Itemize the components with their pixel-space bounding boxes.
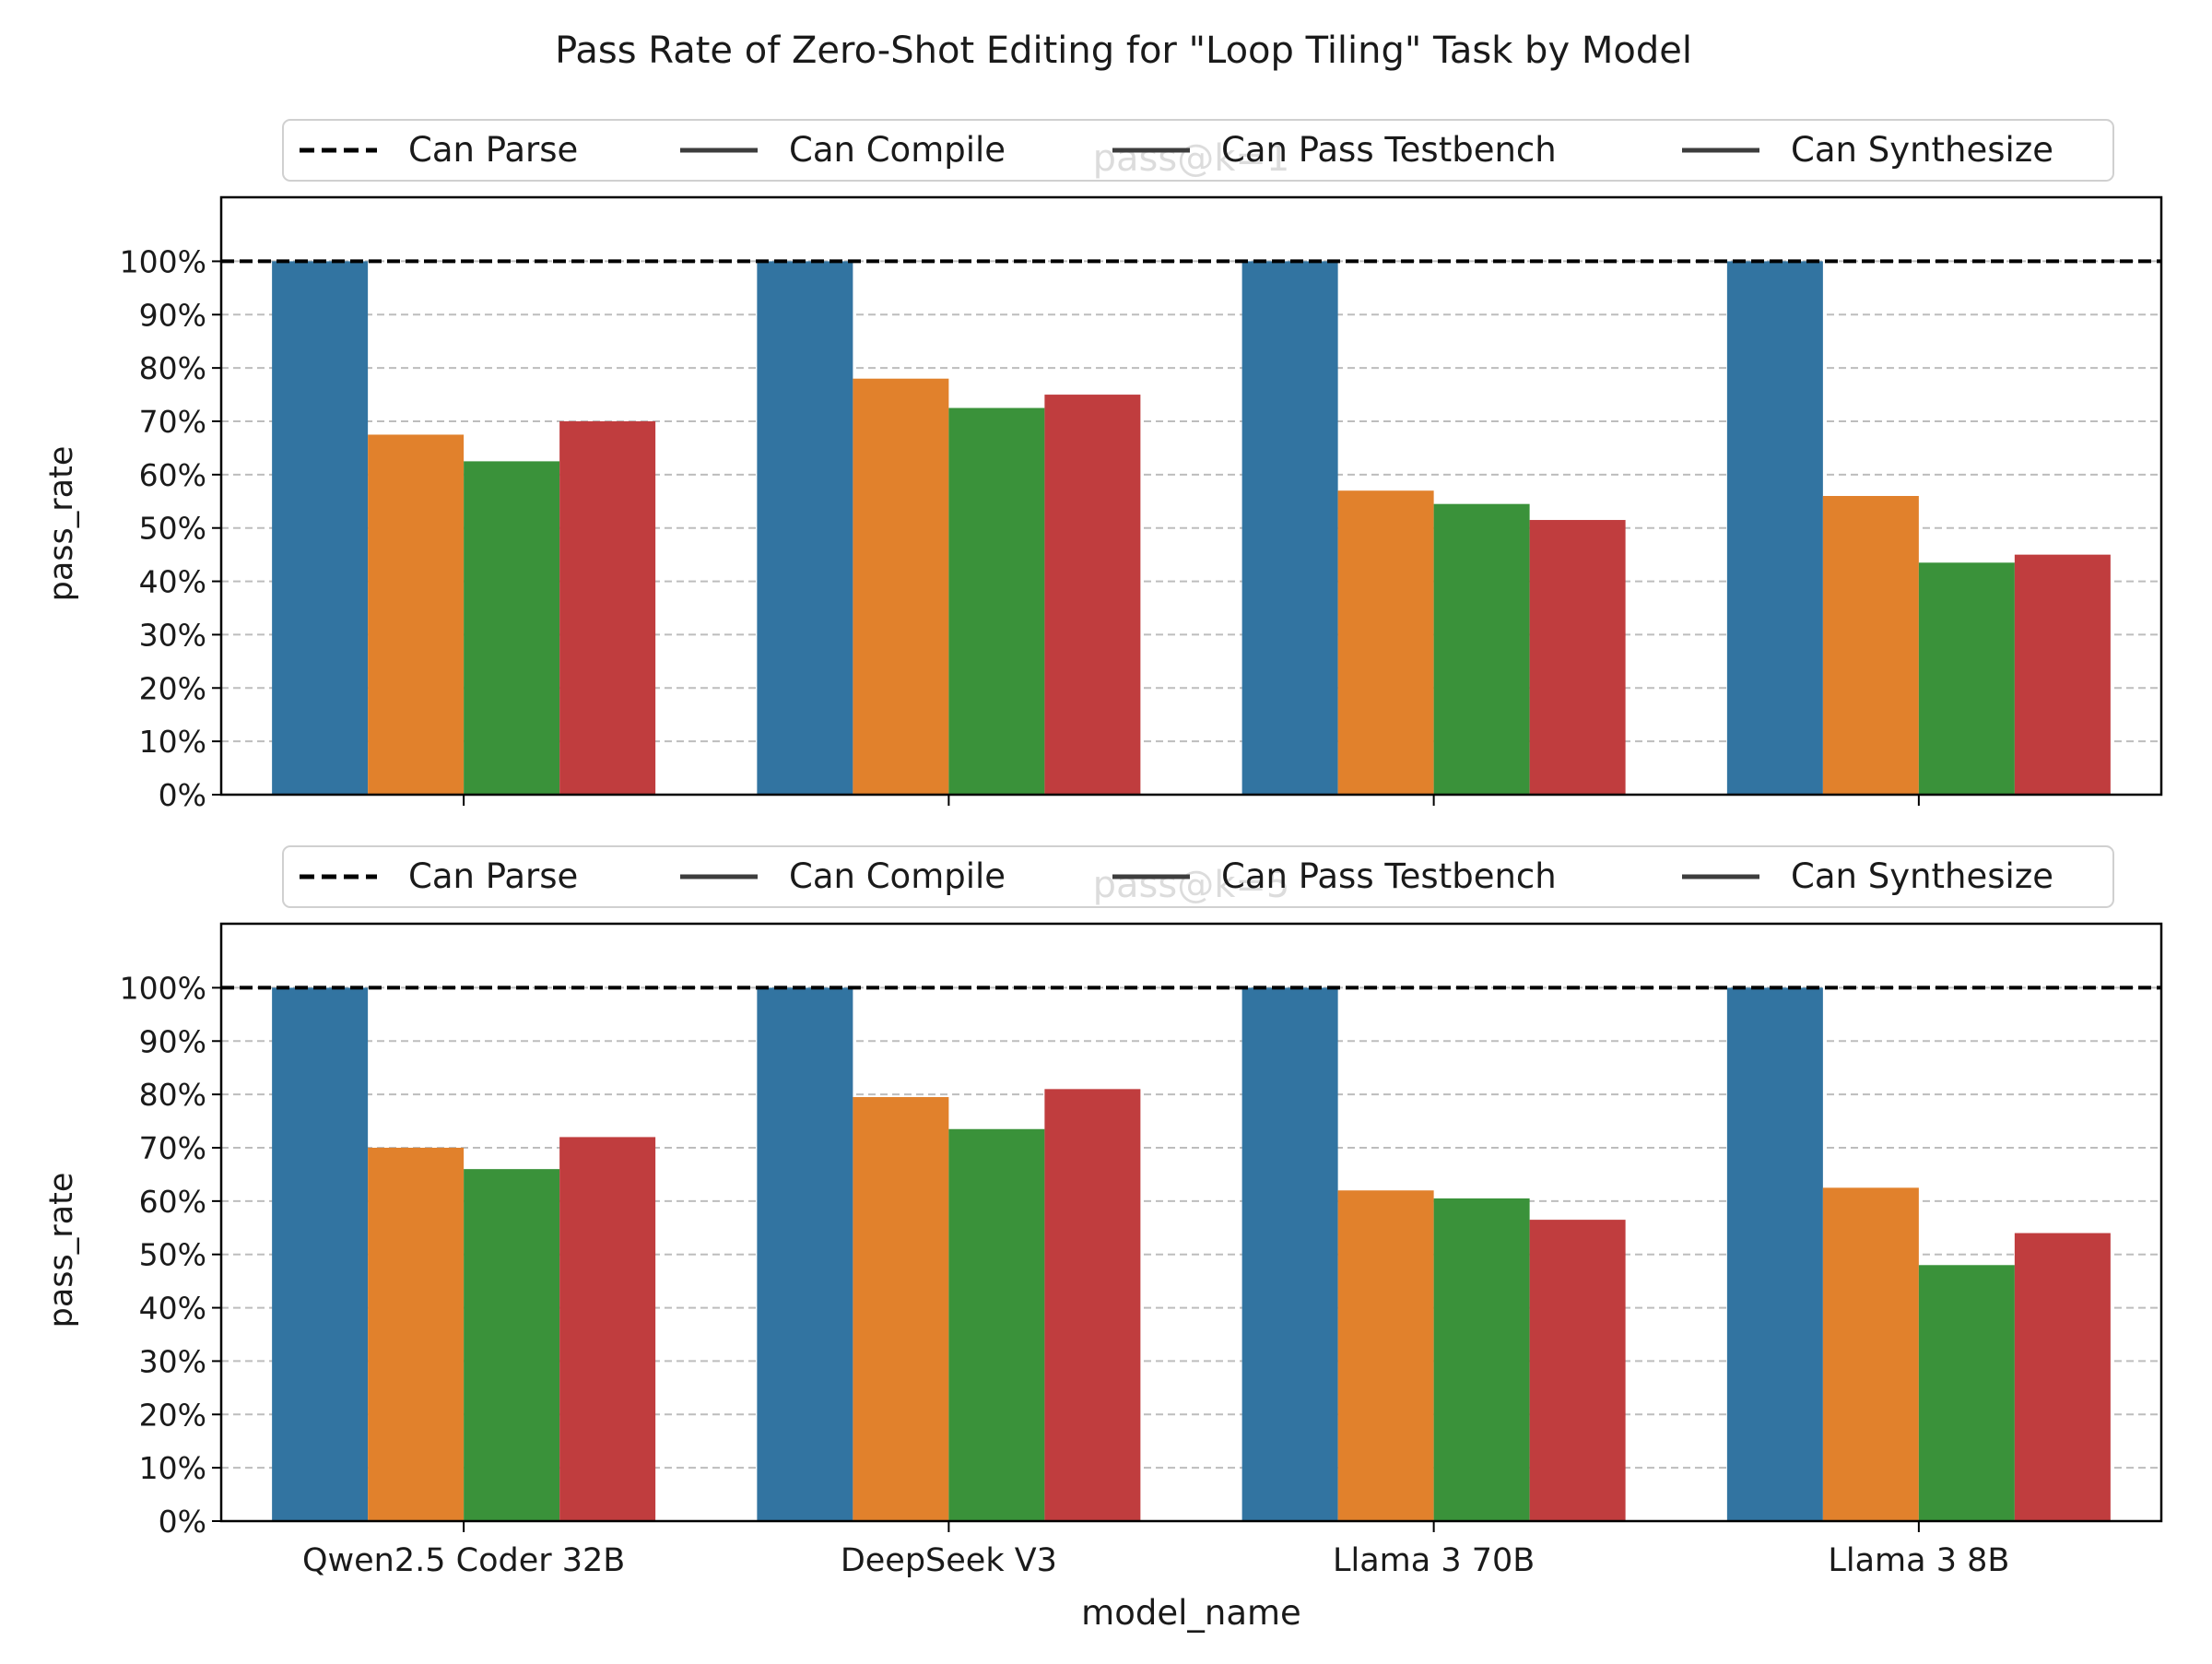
y-tick-label: 20% bbox=[139, 1397, 206, 1433]
y-tick-label: 100% bbox=[120, 243, 206, 279]
legend-label: Can Parse bbox=[408, 856, 578, 896]
bar-qwen2-5-coder-32b-s3 bbox=[464, 461, 560, 795]
x-axis-label: model_name bbox=[1081, 1593, 1301, 1633]
y-tick-label: 90% bbox=[139, 1023, 206, 1059]
bar-deepseek-v3-s3 bbox=[948, 407, 1045, 795]
bar-llama-3-70b-s4 bbox=[1529, 1220, 1626, 1521]
legend-label: Can Compile bbox=[789, 130, 1006, 170]
x-tick-label: Llama 3 70B bbox=[1333, 1542, 1535, 1579]
subplot-2: pass@k=50%10%20%30%40%50%60%70%80%90%100… bbox=[43, 845, 2163, 1633]
y-tick-label: 80% bbox=[139, 350, 206, 386]
bar-deepseek-v3-s1 bbox=[757, 261, 853, 795]
y-tick-label: 20% bbox=[139, 670, 206, 706]
bar-llama-3-70b-s2 bbox=[1337, 1190, 1434, 1521]
axes-frame bbox=[219, 922, 2163, 1523]
y-tick-label: 30% bbox=[139, 617, 206, 653]
y-tick-label: 10% bbox=[139, 724, 206, 760]
x-tick-label: Llama 3 8B bbox=[1828, 1542, 2009, 1579]
y-tick-label: 0% bbox=[159, 777, 206, 813]
y-tick-label: 60% bbox=[139, 457, 206, 493]
subplot-1: pass@k=10%10%20%30%40%50%60%70%80%90%100… bbox=[43, 119, 2163, 813]
y-axis-label: pass_rate bbox=[43, 446, 80, 602]
legend-label: Can Synthesize bbox=[1791, 856, 2053, 896]
x-tick-label: Qwen2.5 Coder 32B bbox=[302, 1542, 625, 1579]
bar-qwen2-5-coder-32b-s1 bbox=[272, 987, 369, 1521]
bar-qwen2-5-coder-32b-s4 bbox=[559, 1137, 656, 1521]
bar-qwen2-5-coder-32b-s1 bbox=[272, 261, 369, 795]
y-tick-label: 100% bbox=[120, 970, 206, 1006]
bar-llama-3-8b-s1 bbox=[1726, 987, 1823, 1521]
bar-llama-3-70b-s1 bbox=[1241, 987, 1338, 1521]
y-tick-label: 40% bbox=[139, 564, 206, 600]
legend-label: Can Parse bbox=[408, 130, 578, 170]
legend: Can Parse Can Compile Can Pass Testbench Ca… bbox=[282, 119, 2114, 182]
bar-deepseek-v3-s4 bbox=[1044, 1089, 1141, 1521]
bar-deepseek-v3-s3 bbox=[948, 1128, 1045, 1521]
bar-deepseek-v3-s2 bbox=[853, 1097, 949, 1521]
y-tick-label: 70% bbox=[139, 1130, 206, 1166]
bar-llama-3-70b-s2 bbox=[1337, 490, 1434, 795]
y-tick-label: 30% bbox=[139, 1343, 206, 1379]
bar-llama-3-8b-s3 bbox=[1918, 1265, 2015, 1521]
axes-frame bbox=[219, 195, 2163, 797]
y-tick-label: 60% bbox=[139, 1184, 206, 1220]
bar-llama-3-8b-s3 bbox=[1918, 562, 2015, 795]
y-tick-label: 50% bbox=[139, 1237, 206, 1273]
y-tick-label: 10% bbox=[139, 1450, 206, 1486]
bar-qwen2-5-coder-32b-s3 bbox=[464, 1169, 560, 1521]
y-tick-label: 0% bbox=[159, 1504, 206, 1540]
legend: Can Parse Can Compile Can Pass Testbench Ca… bbox=[282, 845, 2114, 908]
bar-llama-3-8b-s4 bbox=[2014, 554, 2111, 795]
bar-qwen2-5-coder-32b-s2 bbox=[368, 1148, 465, 1521]
bar-deepseek-v3-s1 bbox=[757, 987, 853, 1521]
bar-llama-3-8b-s2 bbox=[1822, 496, 1919, 795]
x-tick-label: DeepSeek V3 bbox=[841, 1542, 1057, 1579]
y-tick-label: 90% bbox=[139, 297, 206, 333]
bar-llama-3-70b-s1 bbox=[1241, 261, 1338, 795]
bar-qwen2-5-coder-32b-s4 bbox=[559, 421, 656, 795]
bar-llama-3-8b-s1 bbox=[1726, 261, 1823, 795]
y-tick-label: 70% bbox=[139, 404, 206, 440]
legend-label: Can Pass Testbench bbox=[1221, 856, 1557, 896]
bar-qwen2-5-coder-32b-s2 bbox=[368, 434, 465, 795]
bar-llama-3-70b-s3 bbox=[1433, 503, 1530, 795]
legend-box bbox=[282, 845, 2114, 908]
y-tick-label: 80% bbox=[139, 1077, 206, 1113]
legend-label: Can Compile bbox=[789, 856, 1006, 896]
bar-deepseek-v3-s4 bbox=[1044, 395, 1141, 795]
legend-box bbox=[282, 119, 2114, 182]
figure-title: Pass Rate of Zero-Shot Editing for "Loop… bbox=[555, 30, 1692, 72]
bar-llama-3-70b-s3 bbox=[1433, 1198, 1530, 1521]
legend-label: Can Synthesize bbox=[1791, 130, 2053, 170]
legend-label: Can Pass Testbench bbox=[1221, 130, 1557, 170]
bar-llama-3-8b-s2 bbox=[1822, 1187, 1919, 1521]
bar-llama-3-8b-s4 bbox=[2014, 1233, 2111, 1521]
y-axis-label: pass_rate bbox=[43, 1173, 80, 1328]
bar-deepseek-v3-s2 bbox=[853, 378, 949, 795]
y-tick-label: 50% bbox=[139, 511, 206, 547]
y-tick-label: 40% bbox=[139, 1291, 206, 1327]
bar-llama-3-70b-s4 bbox=[1529, 520, 1626, 795]
